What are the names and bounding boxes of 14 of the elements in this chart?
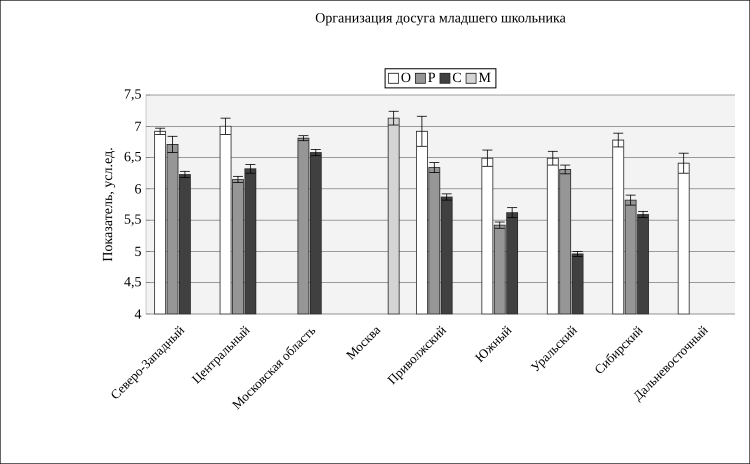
y-tick-label: 4 bbox=[134, 309, 142, 319]
legend-label: С bbox=[452, 72, 461, 82]
y-tick-label: 6 bbox=[135, 184, 142, 194]
legend-label: О bbox=[401, 72, 410, 82]
y-axis-title: Показатель, усл.ед. bbox=[102, 148, 116, 262]
y-tick-label: 7,5 bbox=[124, 89, 141, 101]
y-tick-label: 4,5 bbox=[124, 277, 141, 288]
legend-label: М bbox=[478, 72, 490, 82]
y-tick-label: 6,5 bbox=[124, 152, 141, 164]
y-tick-label: 7 bbox=[135, 122, 142, 131]
legend-label: Р bbox=[428, 72, 435, 82]
y-tick-label: 5 bbox=[135, 246, 141, 256]
y-tick-label: 5,5 bbox=[124, 214, 141, 226]
chart-title: Организация досуга младшего школьника bbox=[316, 13, 566, 26]
